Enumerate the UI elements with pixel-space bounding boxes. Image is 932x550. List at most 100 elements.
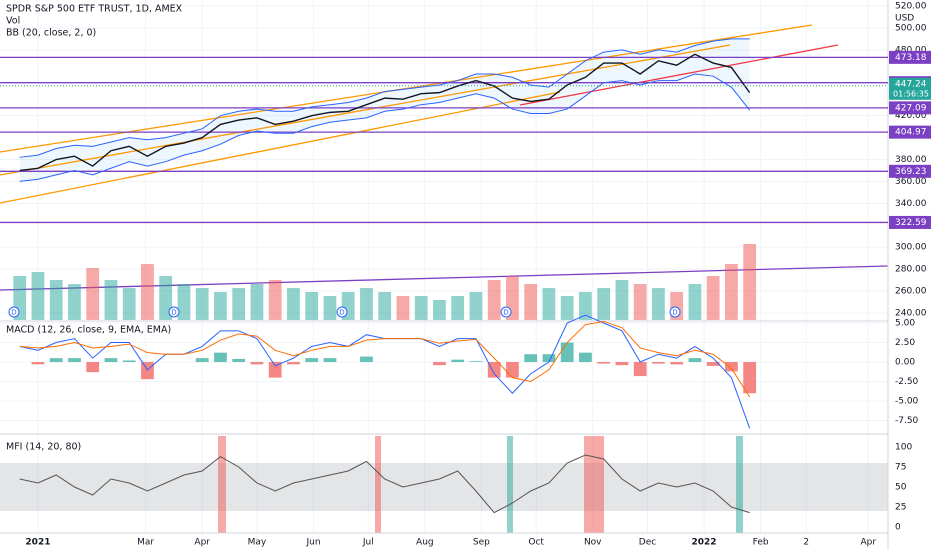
volume-label: Vol [6,16,20,27]
x-tick-label: Dec [639,538,656,548]
trendline [0,44,731,176]
trendline [519,44,839,106]
currency: USD [895,14,914,24]
macd-histogram-bar [706,362,720,366]
volume-bar [597,288,611,320]
macd-histogram-bar [287,362,300,365]
macd-histogram-bar [451,359,465,363]
y-tick-label: 100 [895,443,912,453]
x-tick-label: Oct [528,538,544,548]
macd-histogram-bar [670,362,684,365]
volume-bar [542,288,556,320]
level-label: 473.18 [895,53,927,63]
macd-histogram-bar [195,358,209,363]
volume-bar [49,280,63,320]
volume-bar [68,284,81,320]
trendline [0,91,561,204]
macd-histogram-bar [49,358,63,363]
y-tick-label: 280.00 [895,265,927,275]
y-tick-label: -5.00 [895,397,919,407]
mfi-highlight [584,436,604,533]
y-tick-label: 420.00 [895,111,927,121]
y-tick-label: 2.50 [895,338,915,348]
volume-bar [104,280,118,320]
macd-histogram-bar [469,361,483,363]
mfi-highlight [375,436,381,533]
y-tick-label: -2.50 [895,377,919,387]
bb-band [19,73,751,182]
dividend-label: D [672,309,677,317]
volume-bar [652,288,665,320]
macd-histogram-bar [323,358,337,363]
volume-bar [560,296,574,320]
dividend-label: D [503,309,508,317]
y-tick-label: 360.00 [895,177,927,187]
volume-bar [524,284,538,320]
level-tag [889,101,931,115]
macd-histogram-bar [433,362,446,366]
bb-band [19,38,750,158]
macd-histogram-bar [305,358,319,363]
dividend-marker [500,306,512,318]
x-tick-label: Sep [473,538,490,548]
macd-histogram-bar [268,362,282,378]
volume-bar [250,284,264,320]
dividend-label: D [171,309,176,317]
volume-bar [743,244,757,320]
volume-bar [360,288,373,320]
y-tick-label: 340.00 [895,199,927,209]
dividend-marker [336,306,348,318]
x-tick-label: 2021 [25,538,50,548]
macd-histogram-bar [86,362,100,373]
price-line [19,53,751,172]
countdown: 01:56:35 [893,89,929,98]
mfi-highlight [507,436,513,533]
x-tick-label: Jul [362,538,374,548]
level-tag [889,215,931,229]
x-tick-label: 2 [803,538,809,548]
dividend-marker [168,306,180,318]
macd-histogram-bar [560,342,574,363]
y-tick-label: 260.00 [895,287,927,297]
volume-bar [396,296,410,320]
volume-bar [469,292,483,320]
macd-histogram-bar [122,360,136,363]
volume-bar [86,268,100,320]
macd-histogram-bar [68,358,81,363]
x-tick-label: May [248,538,267,548]
macd-histogram-bar [360,356,373,363]
x-tick-label: Apr [194,538,210,548]
macd-histogram-bar [487,362,501,378]
y-tick-label: 25 [895,503,906,513]
macd-histogram-bar [743,362,757,394]
volume-bar [633,284,647,320]
volume-bar [214,292,227,320]
macd-histogram-bar [597,362,611,364]
y-tick-label: 5.00 [895,319,915,329]
volume-bar [287,288,300,320]
volume-bar [195,288,209,320]
level-tag [889,125,931,139]
x-tick-label: Apr [861,538,877,548]
y-tick-label: 240.00 [895,308,927,318]
y-tick-label: 0 [895,523,901,533]
volume-bar [378,292,392,320]
macd-histogram-bar [31,362,45,365]
bb-label: BB (20, close, 2, 0) [6,28,96,39]
volume-bar [305,292,319,320]
volume-bar [433,300,446,320]
x-tick-label: Mar [137,538,154,548]
mfi-highlight [218,436,226,533]
macd-histogram-bar [579,352,592,363]
y-tick-label: 0.00 [895,358,915,368]
level-label: 369.23 [895,167,927,177]
macd-histogram-bar [725,362,738,372]
macd-histogram-bar [214,352,227,363]
mfi-label: MFI (14, 20, 80) [6,442,81,453]
volume-bar [579,292,592,320]
volume-bar [451,296,465,320]
x-tick-label: Feb [753,538,769,548]
macd-histogram-bar [232,358,246,363]
level-tag [889,50,931,64]
volume-bar [159,276,173,320]
